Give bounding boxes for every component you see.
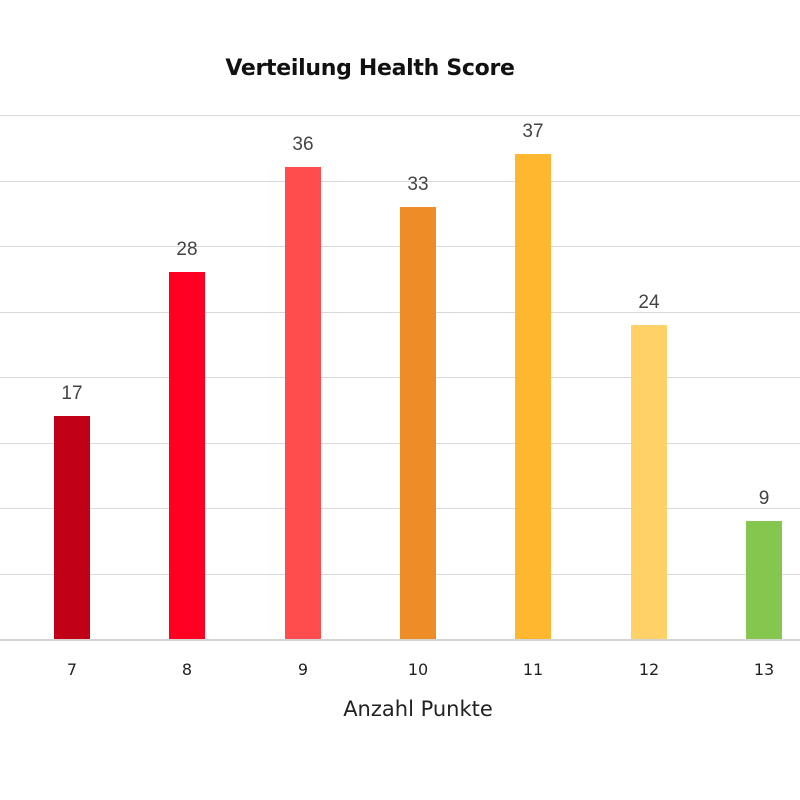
bar-value-label: 36 [292, 134, 314, 155]
gridline [0, 181, 800, 182]
x-tick-label: 12 [638, 660, 660, 679]
x-tick-label: 13 [753, 660, 775, 679]
bar-value-label: 9 [758, 488, 770, 509]
bar-12[interactable] [631, 325, 667, 639]
x-tick-label: 10 [407, 660, 429, 679]
bar-value-label: 28 [176, 239, 198, 260]
x-axis-title: Anzahl Punkte [343, 697, 493, 721]
x-axis-line [0, 639, 800, 641]
bar-11[interactable] [515, 154, 551, 639]
bar-7[interactable] [54, 416, 90, 639]
bar-value-label: 17 [61, 383, 83, 404]
gridline [0, 115, 800, 116]
chart-title: Verteilung Health Score [225, 56, 515, 81]
bar-8[interactable] [169, 272, 205, 639]
bar-13[interactable] [746, 521, 782, 639]
bar-10[interactable] [400, 207, 436, 639]
bar-value-label: 37 [522, 121, 544, 142]
bar-value-label: 24 [638, 292, 660, 313]
x-tick-label: 8 [181, 660, 193, 679]
bar-value-label: 33 [407, 174, 429, 195]
bar-9[interactable] [285, 167, 321, 639]
x-tick-label: 11 [522, 660, 544, 679]
x-tick-label: 7 [66, 660, 78, 679]
x-tick-label: 9 [297, 660, 309, 679]
